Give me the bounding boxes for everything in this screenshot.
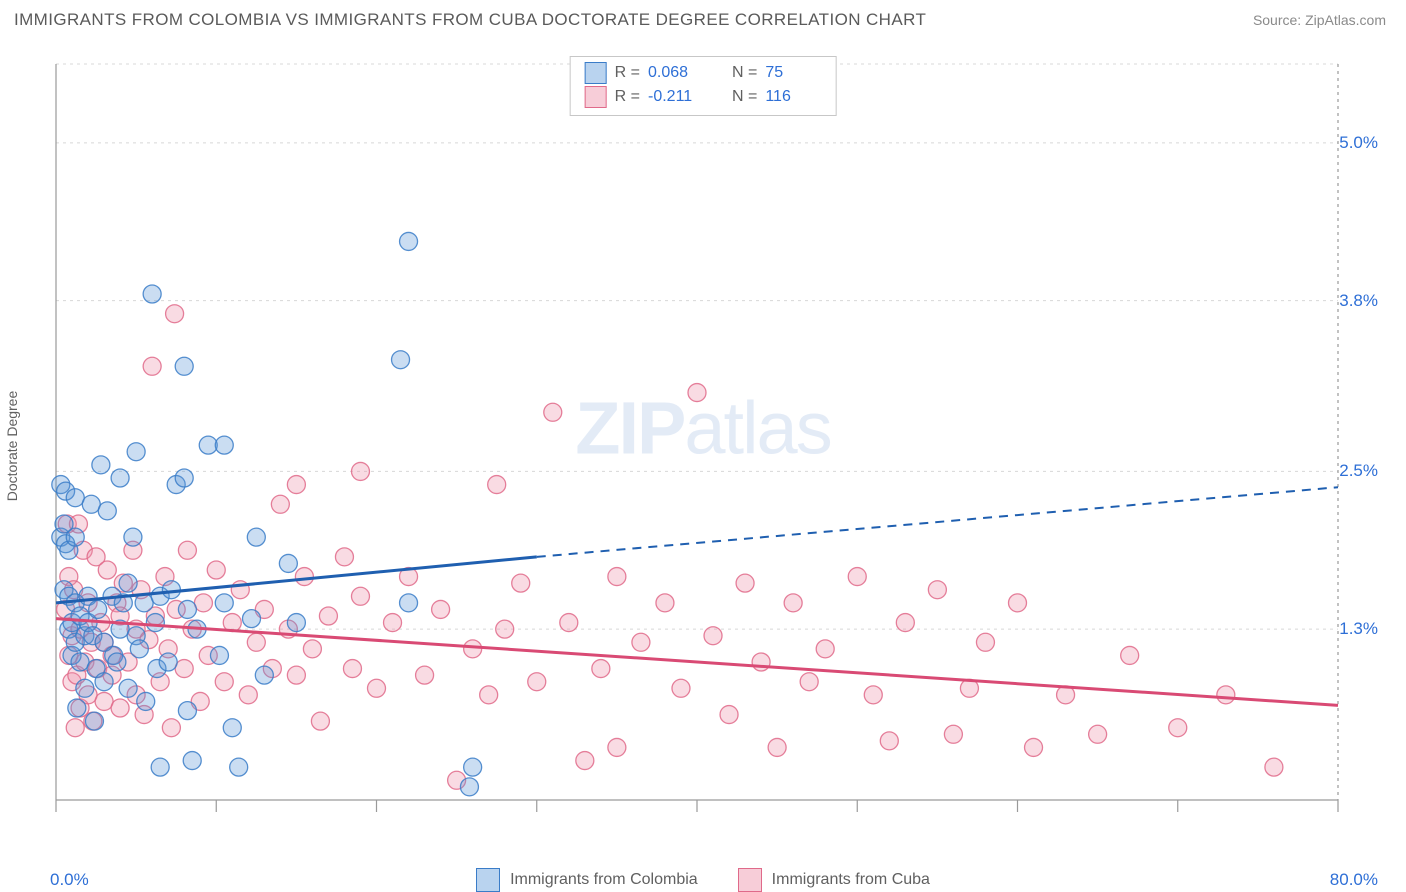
r-label: R =: [615, 61, 640, 85]
series-swatch: [585, 62, 607, 84]
y-tick-label: 2.5%: [1339, 461, 1378, 481]
y-tick-label: 5.0%: [1339, 133, 1378, 153]
legend-swatch: [738, 868, 762, 892]
y-axis-label: Doctorate Degree: [4, 391, 20, 502]
chart-source: Source: ZipAtlas.com: [1253, 12, 1386, 28]
y-tick-label: 3.8%: [1339, 291, 1378, 311]
chart-title: IMMIGRANTS FROM COLOMBIA VS IMMIGRANTS F…: [14, 10, 926, 30]
y-tick-label: 1.3%: [1339, 619, 1378, 639]
legend-item: Immigrants from Colombia: [476, 868, 698, 892]
legend-label: Immigrants from Colombia: [510, 871, 698, 889]
n-label: N =: [732, 61, 757, 85]
series-legend: Immigrants from Colombia Immigrants from …: [0, 868, 1406, 892]
watermark: ZIPatlas: [575, 386, 830, 471]
r-value: -0.211: [648, 85, 704, 109]
series-swatch: [585, 86, 607, 108]
n-label: N =: [732, 85, 757, 109]
r-label: R =: [615, 85, 640, 109]
stats-row: R = 0.068 N = 75: [585, 61, 822, 85]
correlation-stats-box: R = 0.068 N = 75 R = -0.211 N = 116: [570, 56, 837, 116]
n-value: 75: [765, 61, 821, 85]
legend-label: Immigrants from Cuba: [772, 871, 930, 889]
stats-row: R = -0.211 N = 116: [585, 85, 822, 109]
legend-item: Immigrants from Cuba: [738, 868, 930, 892]
legend-swatch: [476, 868, 500, 892]
n-value: 116: [765, 85, 821, 109]
chart-header: IMMIGRANTS FROM COLOMBIA VS IMMIGRANTS F…: [0, 0, 1406, 36]
r-value: 0.068: [648, 61, 704, 85]
